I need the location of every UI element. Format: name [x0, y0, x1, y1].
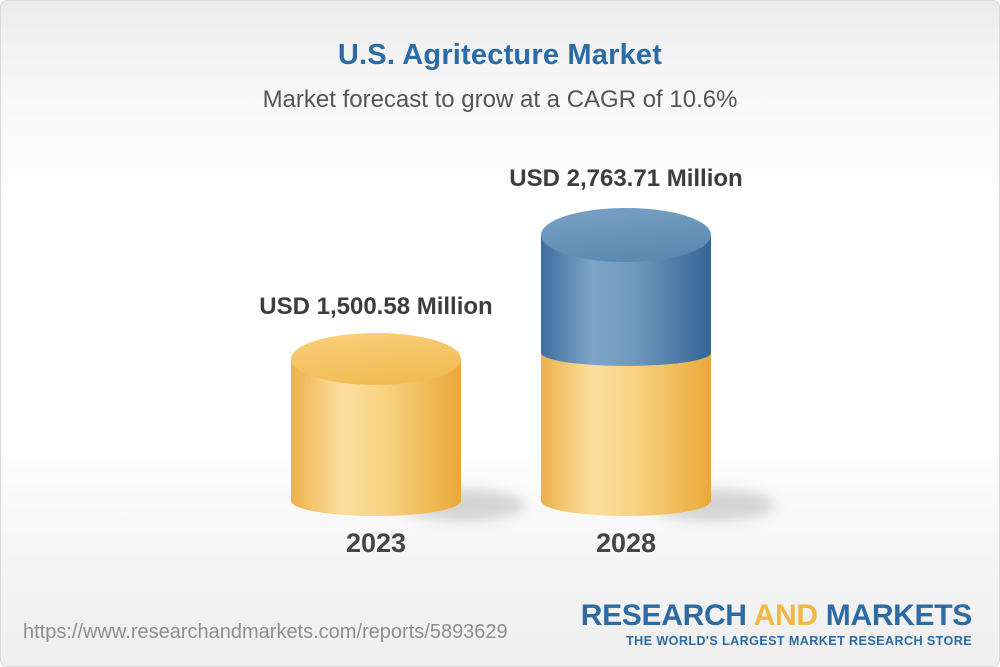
category-label-2023: 2023: [345, 528, 407, 558]
research-and-markets-logo: RESEARCH AND MARKETS THE WORLD'S LARGEST…: [580, 599, 973, 648]
page-subtitle: Market forecast to grow at a CAGR of 10.…: [262, 86, 738, 113]
value-label-2028: USD 2,763.71 Million: [509, 165, 743, 192]
bar-2028-cylinder: [541, 208, 711, 516]
category-label-2028: 2028: [595, 528, 657, 558]
logo-tagline: THE WORLD'S LARGEST MARKET RESEARCH STOR…: [626, 634, 972, 648]
source-url: https://www.researchandmarkets.com/repor…: [23, 621, 508, 643]
value-label-2023: USD 1,500.58 Million: [259, 293, 493, 320]
logo-word-markets: MARKETS: [825, 599, 973, 632]
bar-2028-base-segment: [541, 353, 711, 516]
logo-wordmark: RESEARCH AND MARKETS: [580, 599, 973, 632]
bar-2023-cylinder: [291, 333, 461, 516]
page-title: U.S. Agritecture Market: [337, 39, 663, 71]
logo-word-research: RESEARCH: [580, 599, 747, 632]
logo-word-and: AND: [753, 599, 818, 632]
bar-2028-growth-segment: [541, 235, 711, 366]
